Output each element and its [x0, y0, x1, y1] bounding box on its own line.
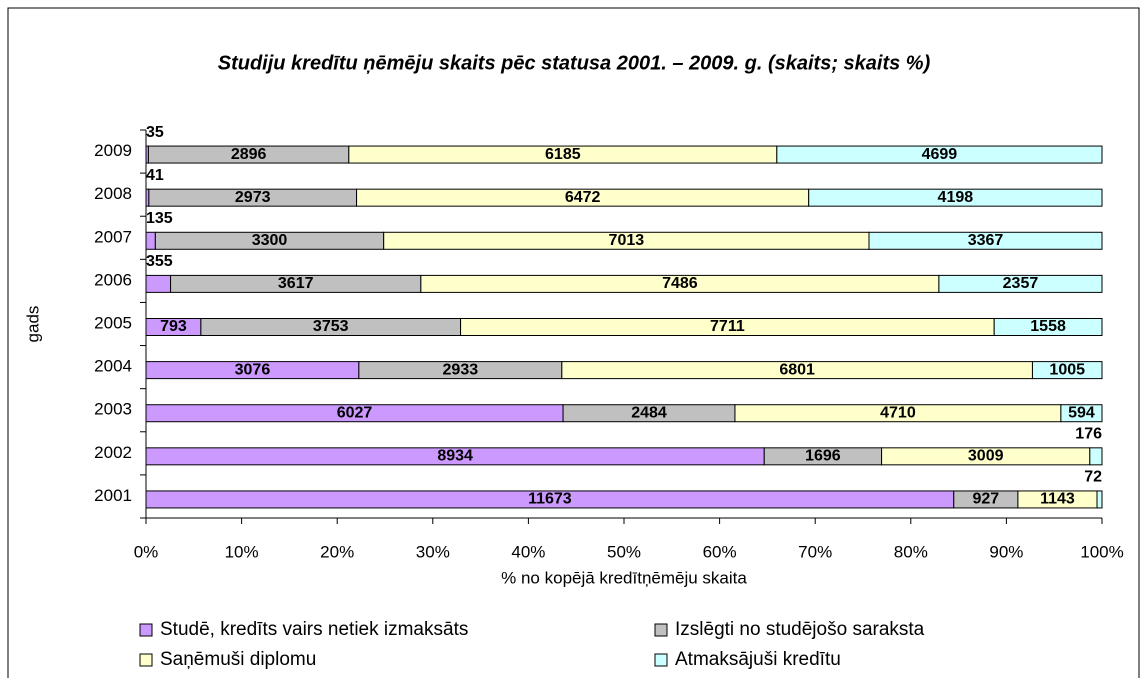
data-label: 35 [146, 124, 164, 141]
y-axis-title: gads [23, 306, 42, 343]
legend-swatch [654, 653, 668, 667]
bar-segment [1089, 447, 1103, 466]
data-label: 355 [146, 253, 173, 270]
data-label: 2357 [1003, 275, 1039, 292]
data-label: 2973 [235, 189, 271, 206]
legend-label: Studē, kredīts vairs netiek izmaksāts [160, 619, 468, 640]
data-label: 793 [160, 318, 187, 335]
data-label: 3009 [968, 448, 1004, 465]
data-label: 1005 [1049, 361, 1085, 378]
data-label: 135 [146, 210, 173, 227]
bar-segment [808, 188, 1103, 207]
legend-swatch [654, 623, 668, 637]
data-label: 6801 [779, 361, 815, 378]
data-label: 6472 [565, 189, 601, 206]
bar-segment [1031, 361, 1103, 380]
y-tick-label: 2007 [94, 227, 132, 246]
data-label: 1558 [1030, 318, 1066, 335]
data-label: 3300 [252, 232, 288, 249]
data-label: 6185 [545, 146, 581, 163]
bar-segment [993, 318, 1103, 336]
y-tick-label: 2009 [94, 141, 132, 160]
y-tick-label: 2001 [94, 486, 132, 505]
x-tick-label: 60% [703, 542, 737, 561]
data-label: 4198 [938, 189, 974, 206]
legend-label: Saņēmuši diplomu [160, 649, 316, 670]
legend-label: Atmaksājuši kredītu [675, 649, 841, 670]
bar-segment [776, 145, 1103, 164]
data-label: 8934 [437, 448, 473, 465]
data-label: 2933 [443, 361, 479, 378]
chart-border [7, 7, 1140, 678]
y-tick-label: 2003 [94, 400, 132, 419]
data-label: 7711 [710, 318, 745, 335]
x-axis-title: % no kopējā kredītņēmēju skaita [501, 568, 747, 587]
x-tick-label: 80% [894, 542, 928, 561]
y-tick-label: 2004 [94, 357, 132, 376]
data-label: 72 [1084, 469, 1102, 486]
bar-segment [1060, 404, 1103, 423]
data-label: 1143 [1040, 491, 1075, 508]
chart-title: Studiju kredītu ņēmēju skaits pēc status… [218, 52, 931, 74]
y-tick-label: 2006 [94, 270, 132, 289]
bar-segment [868, 231, 1103, 250]
data-label: 176 [1075, 426, 1102, 443]
data-label: 41 [146, 167, 164, 184]
data-label: 1696 [805, 448, 841, 465]
x-tick-label: 90% [989, 542, 1023, 561]
x-tick-label: 30% [416, 542, 450, 561]
data-label: 7486 [662, 275, 698, 292]
x-tick-label: 100% [1080, 542, 1123, 561]
y-tick-label: 2002 [94, 443, 132, 462]
data-label: 4699 [922, 146, 958, 163]
data-label: 7013 [609, 232, 645, 249]
y-tick-label: 2008 [94, 184, 132, 203]
bar-segment [938, 274, 1103, 293]
x-tick-label: 0% [134, 542, 159, 561]
x-tick-label: 20% [320, 542, 354, 561]
data-label: 11673 [528, 491, 572, 508]
legend-swatch [139, 653, 153, 667]
data-label: 3076 [235, 361, 271, 378]
bar-segment [1096, 490, 1103, 509]
data-label: 6027 [337, 404, 373, 421]
legend-swatch [139, 623, 153, 637]
data-label: 3367 [968, 232, 1004, 249]
x-tick-label: 40% [511, 542, 545, 561]
x-tick-label: 50% [607, 542, 641, 561]
y-tick-label: 2005 [94, 313, 132, 332]
bar-segment [145, 274, 172, 293]
x-tick-label: 10% [225, 542, 259, 561]
x-tick-label: 70% [798, 542, 832, 561]
data-label: 927 [972, 491, 999, 508]
bar-segment [145, 231, 156, 250]
legend-label: Izslēgti no studējošo saraksta [675, 619, 925, 640]
data-label: 3753 [313, 318, 349, 335]
data-label: 3617 [278, 275, 314, 292]
data-label: 2484 [631, 404, 667, 421]
data-label: 4710 [880, 404, 916, 421]
data-label: 594 [1068, 404, 1095, 421]
data-label: 2896 [231, 146, 267, 163]
